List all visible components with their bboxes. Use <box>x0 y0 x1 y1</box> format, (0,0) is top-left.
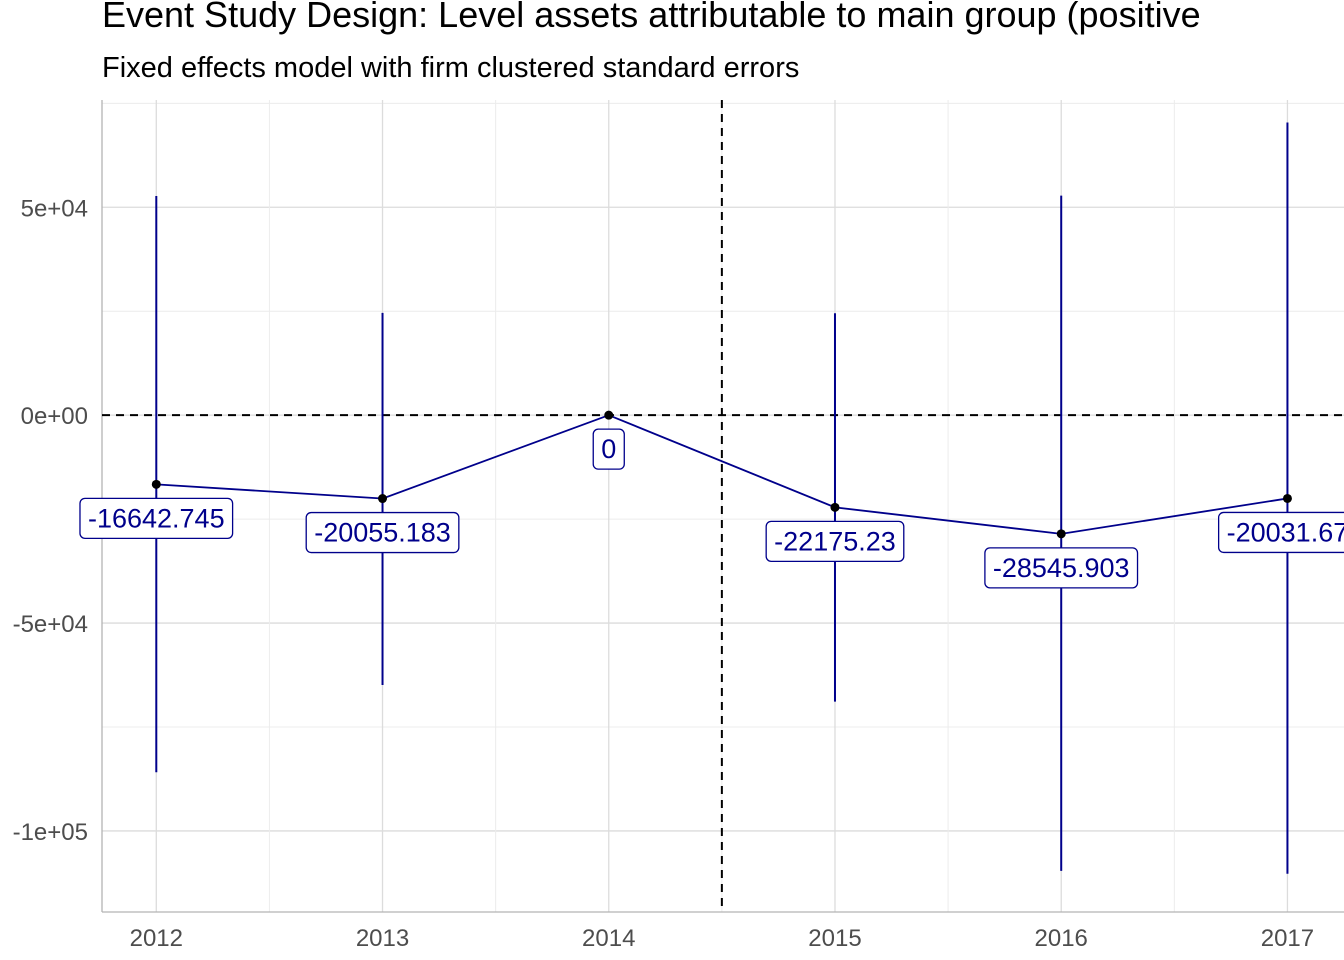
data-label-box <box>765 520 905 563</box>
data-label: -20055.183 <box>305 511 460 554</box>
x-tick-label: 2013 <box>356 925 409 952</box>
data-label: -20031.67 <box>1217 511 1344 554</box>
estimate-point <box>378 494 388 504</box>
data-label: -16642.745 <box>79 497 234 539</box>
estimate-line <box>156 414 1288 535</box>
data-label-box <box>79 497 234 539</box>
estimate-point <box>830 502 840 512</box>
x-tick-label: 2014 <box>582 925 635 952</box>
data-label-text: -16642.745 <box>88 503 225 533</box>
chart-subtitle: Fixed effects model with firm clustered … <box>102 52 800 84</box>
data-label: -22175.23 <box>765 520 905 563</box>
data-label-text: -20031.67 <box>1227 517 1344 547</box>
x-tick-label: 2015 <box>808 925 861 952</box>
axis-layer <box>101 100 1344 913</box>
x-tick-label: 2012 <box>130 925 183 952</box>
series-layer <box>151 122 1292 874</box>
estimate-point <box>1056 529 1066 539</box>
data-label: 0 <box>592 428 625 470</box>
data-label-box <box>984 547 1139 589</box>
y-tick-label: -5e+04 <box>13 611 88 638</box>
y-tick-label: 5e+04 <box>21 195 88 222</box>
chart-title: Event Study Design: Level assets attribu… <box>102 0 1201 35</box>
estimate-point <box>151 479 161 489</box>
grid-layer <box>102 100 1344 912</box>
data-label-text: -22175.23 <box>774 526 896 556</box>
reference-lines <box>102 100 1344 912</box>
tick-labels: 5e+04 0e+00 -5e+04 -1e+05 2012 2013 2014 2015 20… <box>13 195 1315 952</box>
x-tick-label: 2016 <box>1035 925 1088 952</box>
data-label-box <box>1217 511 1344 554</box>
y-tick-label: 0e+00 <box>21 403 88 430</box>
data-label-text: -28545.903 <box>993 553 1130 583</box>
data-label-text: -20055.183 <box>314 518 451 548</box>
x-tick-label: 2017 <box>1261 925 1314 952</box>
estimate-point <box>1282 493 1292 503</box>
data-label: -28545.903 <box>984 547 1139 589</box>
data-label-text: 0 <box>601 434 616 464</box>
y-tick-label: -1e+05 <box>13 819 88 846</box>
data-label-box <box>305 511 460 554</box>
estimate-point <box>604 410 614 420</box>
data-labels: -16642.745 -20055.183 0 -22175.23 -28545.903… <box>79 428 1344 589</box>
data-label-box <box>592 428 625 470</box>
